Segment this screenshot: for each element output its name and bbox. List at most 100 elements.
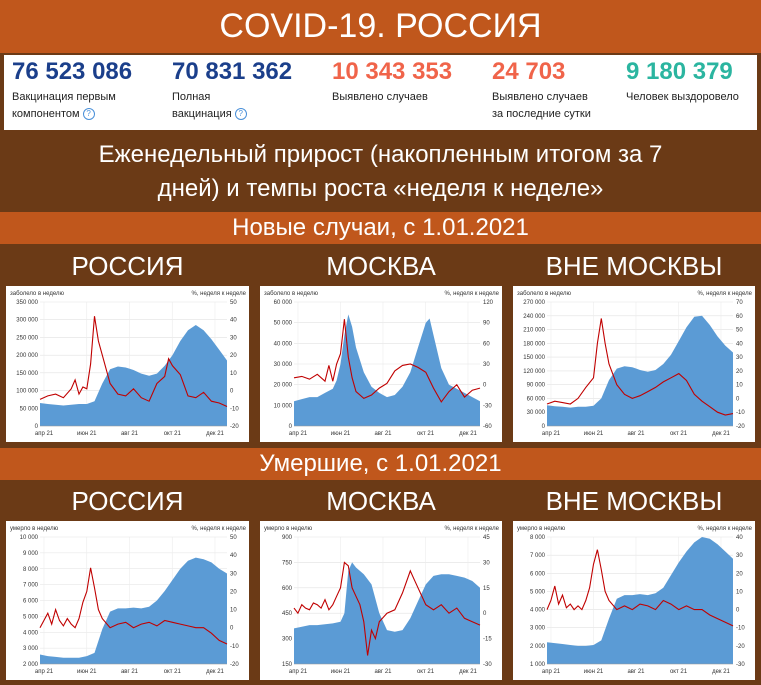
y-tick-label: 270 000 (523, 300, 545, 306)
panel-cases-moscow: МОСКВА заболело в неделю %, неделя к неде… (256, 248, 506, 444)
panel-title: РОССИЯ (71, 486, 184, 516)
panel-deaths-moscow: МОСКВА умерло в неделю %, неделя к неделе… (256, 483, 506, 683)
chart-deaths-outside-moscow: умерло в неделю %, неделя к неделе 1 000 2 … (513, 521, 755, 680)
area-series (40, 325, 227, 426)
y2-tick-label: 30 (483, 560, 490, 566)
y2-tick-label: 30 (736, 553, 743, 559)
y2-tick-label: 70 (736, 300, 743, 306)
x-tick-label: дек 21 (206, 669, 224, 675)
stats-bar: 76 523 086 Вакцинация первым компонентом… (4, 55, 757, 130)
chart-deaths-russia: умерло в неделю %, неделя к неделе 2 000 3 … (6, 521, 249, 680)
stat-label: Полная вакцинация ? (172, 89, 292, 123)
left-axis-label: умерло в неделю (517, 526, 566, 532)
y2-tick-label: 40 (230, 553, 237, 559)
help-icon[interactable]: ? (82, 108, 95, 121)
x-tick-label: дек 21 (206, 431, 224, 437)
stat-label-line1: Выявлено случаев (332, 91, 428, 103)
chart-deaths-moscow: умерло в неделю%, неделя к неделе 150 300 4… (260, 521, 502, 680)
left-axis-label: заболело в неделю (10, 291, 64, 297)
y-tick-label: 240 000 (523, 314, 545, 320)
y2-tick-label: 30 (230, 335, 237, 341)
stat-value: 10 343 353 (332, 58, 453, 85)
y-tick-label: 6 000 (530, 571, 546, 577)
y-tick-label: 10 000 (274, 403, 293, 409)
x-tick-label: окт 21 (164, 669, 182, 675)
stat-value: 24 703 (492, 58, 566, 85)
y-tick-label: 40 000 (274, 341, 293, 347)
help-icon[interactable]: ? (234, 108, 247, 121)
y-tick-label: 8 000 (530, 535, 546, 541)
panel-cases-outside-moscow: ВНЕ МОСКВЫ заболело в неделю %, неделя к … (509, 248, 759, 444)
y-tick-label: 10 000 (20, 535, 39, 541)
y2-tick-label: -30 (483, 662, 492, 668)
x-tick-label: июн 21 (331, 431, 351, 437)
y2-tick-label: 20 (230, 589, 237, 595)
chart-cases-moscow: заболело в неделю %, неделя к неделе 0 10 0… (260, 286, 502, 442)
y2-tick-label: -60 (483, 424, 492, 430)
x-tick-label: июн 21 (584, 431, 604, 437)
x-tick-label: окт 21 (670, 669, 688, 675)
y2-tick-label: 15 (483, 586, 490, 592)
y-tick-label: 100 000 (16, 389, 38, 395)
panel-deaths-outside-moscow: ВНЕ МОСКВЫ умерло в неделю %, неделя к не… (509, 483, 759, 683)
stat-label-line1: Вакцинация первым (12, 91, 116, 103)
y-tick-label: 60 000 (527, 396, 546, 402)
line-series (546, 318, 734, 416)
stat-label: Выявлено случаев за последние сутки (492, 89, 591, 123)
y2-tick-label: 0 (483, 383, 487, 389)
y-tick-label: 30 000 (527, 410, 546, 416)
y2-tick-label: -10 (230, 406, 239, 412)
x-tick-label: авг 21 (374, 431, 392, 437)
x-tick-label: авг 21 (121, 431, 139, 437)
y-tick-label: 5 000 (23, 614, 39, 620)
area-series (294, 314, 480, 426)
x-tick-label: дек 21 (459, 431, 477, 437)
y2-tick-label: 40 (230, 318, 237, 324)
y-tick-label: 8 000 (23, 567, 39, 573)
x-tick-label: апр 21 (542, 669, 561, 675)
y-tick-label: 50 000 (20, 406, 39, 412)
y-tick-label: 150 (282, 662, 293, 668)
stat-label: Выявлено случаев (332, 89, 452, 106)
y-tick-label: 60 000 (274, 300, 293, 306)
y-tick-label: 2 000 (530, 644, 546, 650)
y2-tick-label: 50 (230, 535, 237, 541)
stat-cases-total: 10 343 353 Выявлено случаев (332, 57, 452, 106)
y2-tick-label: 10 (736, 383, 743, 389)
right-axis-label: %, неделя к неделе (697, 291, 752, 297)
subtitle-line1: Еженедельный прирост (накопленным итогом… (98, 141, 663, 168)
y-tick-label: 20 000 (274, 383, 293, 389)
stat-label-line2: вакцинация (172, 108, 232, 120)
x-tick-label: окт 21 (164, 431, 182, 437)
stat-label-line1: Полная (172, 91, 211, 103)
x-tick-label: июн 21 (584, 669, 604, 675)
y2-tick-label: 50 (736, 328, 743, 334)
x-tick-label: апр 21 (289, 431, 308, 437)
panel-cases-russia: РОССИЯ заболело в неделю %, неделя к неде… (2, 248, 253, 444)
stat-label: Вакцинация первым компонентом ? (12, 89, 132, 123)
stat-value: 76 523 086 (12, 58, 133, 85)
x-tick-label: авг 21 (627, 669, 645, 675)
line-series (39, 316, 228, 408)
stat-value: 70 831 362 (172, 58, 293, 85)
chart-cases-russia: заболело в неделю %, неделя к неделе 0 50 0… (6, 286, 249, 442)
y-tick-label: 3 000 (530, 626, 546, 632)
stat-value: 9 180 379 (626, 58, 733, 85)
y-tick-label: 7 000 (23, 583, 39, 589)
y-tick-label: 150 000 (523, 355, 545, 361)
y-tick-label: 90 000 (527, 383, 546, 389)
y2-tick-label: 60 (736, 314, 743, 320)
y2-tick-label: -20 (230, 662, 239, 668)
y2-tick-label: 0 (736, 608, 740, 614)
y2-tick-label: -30 (483, 403, 492, 409)
x-tick-label: дек 21 (459, 669, 477, 675)
x-tick-label: июн 21 (331, 669, 351, 675)
x-tick-label: авг 21 (374, 669, 392, 675)
line-series (293, 561, 481, 656)
chart-svg: заболело в неделю %, неделя к неделе 0 30 0… (517, 291, 753, 437)
panel-title: МОСКВА (326, 486, 436, 516)
x-tick-label: дек 21 (712, 669, 730, 675)
y2-tick-label: 40 (736, 535, 743, 541)
x-tick-label: авг 21 (627, 431, 645, 437)
y-tick-label: 250 000 (16, 335, 38, 341)
